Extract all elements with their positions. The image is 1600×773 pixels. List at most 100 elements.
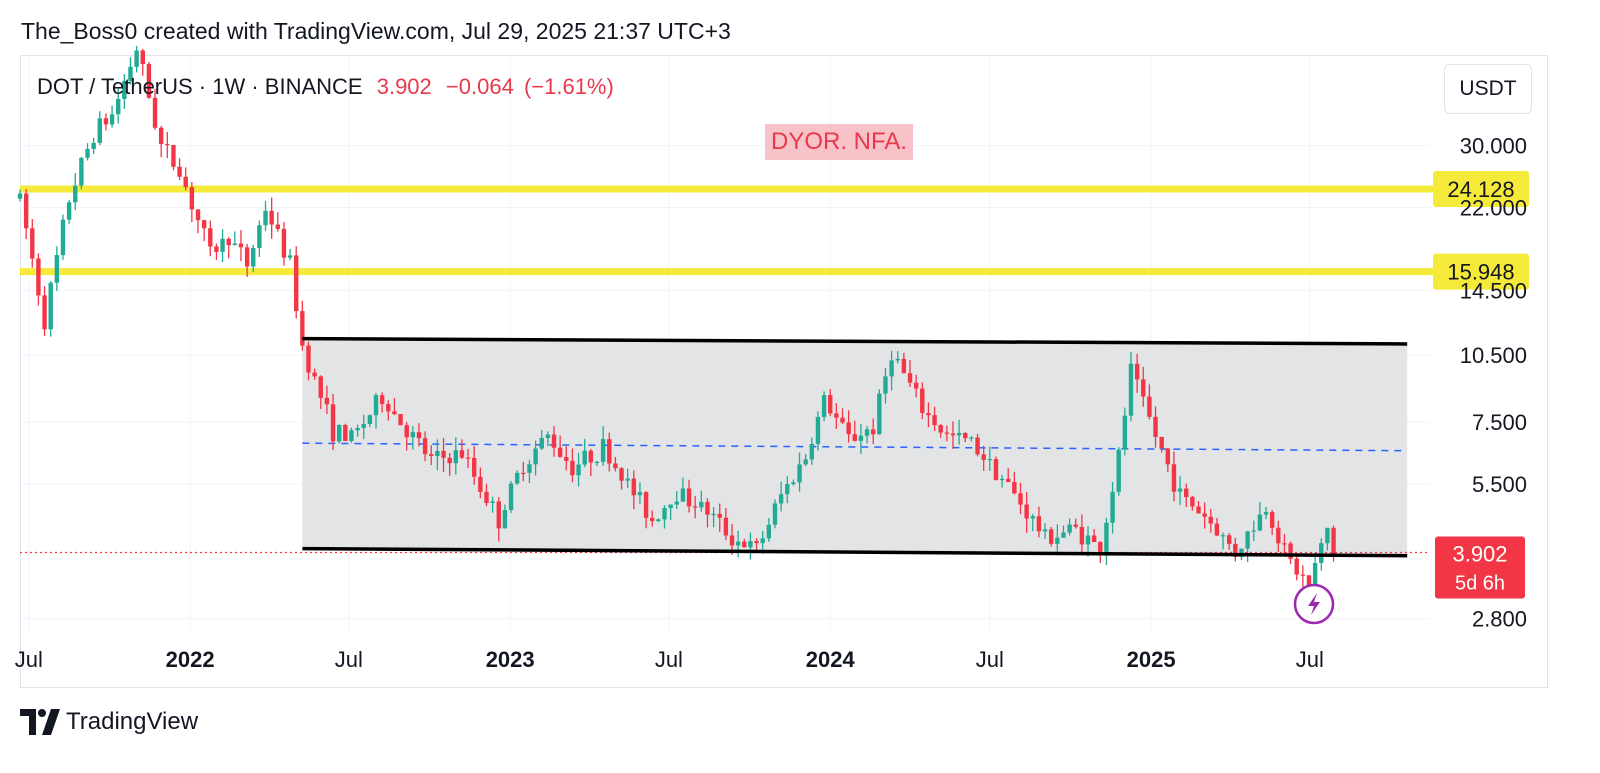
symbol-info: DOT / TetherUS · 1W · BINANCE 3.902 −0.0… <box>37 74 614 100</box>
x-tick-label: Jul <box>1296 647 1324 672</box>
candle-body <box>1196 506 1201 514</box>
y-tick-label: 22.000 <box>1460 195 1527 220</box>
channel-bottom-line <box>302 546 1408 558</box>
candle-body <box>1319 543 1324 563</box>
candle-body <box>631 478 637 496</box>
candle-body <box>1233 543 1238 558</box>
candle-body <box>287 255 293 258</box>
candle-body <box>1239 548 1244 558</box>
candle-body <box>717 513 722 518</box>
candle-body <box>1312 562 1318 586</box>
x-tick-label: 2024 <box>806 647 856 672</box>
candle-body <box>60 219 66 256</box>
candle-body <box>1269 512 1275 528</box>
candle-body <box>533 448 538 465</box>
candle-body <box>97 118 102 143</box>
candle-body <box>1208 516 1213 524</box>
candle-body <box>1122 415 1128 450</box>
candle-body <box>73 185 78 203</box>
candle-body <box>600 439 606 462</box>
footer-brand[interactable]: TradingView <box>20 708 198 736</box>
candle-body <box>901 358 907 374</box>
x-tick-label: Jul <box>655 647 683 672</box>
candle-body <box>306 345 311 373</box>
candle-body <box>343 424 348 442</box>
candle-body <box>557 447 563 457</box>
dyor-annotation: DYOR. NFA. <box>765 124 914 160</box>
level-price-tag-label: 15.948 <box>1447 260 1514 285</box>
candle-body <box>195 209 201 221</box>
candle-body <box>392 411 397 415</box>
candle-body <box>312 372 317 377</box>
candle-body <box>1226 535 1232 544</box>
candle-body <box>883 376 888 394</box>
candle-body <box>729 535 735 546</box>
candle-body <box>330 404 336 442</box>
candle-body <box>1288 543 1293 559</box>
candle-body <box>36 258 41 296</box>
candle-body <box>852 434 857 441</box>
candle-body <box>85 149 90 158</box>
candle-body <box>1294 558 1299 575</box>
candle-body <box>521 472 526 475</box>
candle-body <box>1276 527 1281 544</box>
candle-body <box>1177 488 1183 492</box>
candle-body <box>416 432 422 439</box>
candle-body <box>1165 448 1171 465</box>
candle-body <box>54 255 60 283</box>
candle-body <box>723 517 729 536</box>
candle-body <box>1134 363 1140 380</box>
tradingview-logo-icon <box>20 709 60 735</box>
candle-body <box>963 432 968 439</box>
candle-body <box>643 492 649 518</box>
candle-body <box>1018 493 1023 505</box>
candle-body <box>355 427 360 431</box>
candle-body <box>441 450 446 458</box>
candle-body <box>668 504 673 509</box>
candle-body <box>999 478 1005 481</box>
candle-body <box>30 228 35 259</box>
candle-body <box>140 50 145 65</box>
candle-body <box>834 413 839 418</box>
candle-body <box>1024 504 1029 519</box>
candle-body <box>263 210 268 226</box>
candle-body <box>975 437 980 455</box>
candle-body <box>103 118 109 125</box>
candle-body <box>735 541 741 546</box>
candle-body <box>705 501 710 515</box>
candle-body <box>1202 513 1207 517</box>
candle-body <box>858 435 864 441</box>
candle-body <box>109 114 115 125</box>
candle-body <box>300 311 305 346</box>
symbol-change: −0.064 <box>445 74 514 99</box>
candle-body <box>950 433 956 436</box>
candle-body <box>895 358 900 361</box>
candle-body <box>711 513 716 516</box>
candle-body <box>588 450 594 463</box>
currency-button[interactable]: USDT <box>1444 64 1532 114</box>
candle-body <box>324 397 330 405</box>
candle-body <box>828 395 833 414</box>
candle-body <box>785 484 790 495</box>
y-tick-label: 7.500 <box>1472 410 1527 435</box>
candle-body <box>1098 542 1103 556</box>
candle-body <box>1325 527 1330 544</box>
lightning-bolt-icon <box>1308 593 1320 615</box>
axis-labels: 2.800 5.500 7.500 10.500 14.500 22.000 30.000 J… <box>15 134 1527 672</box>
candle-body <box>1030 516 1035 519</box>
candle-body <box>472 457 477 477</box>
candle-body <box>754 541 759 544</box>
candle-body <box>478 476 483 492</box>
candle-body <box>1055 537 1060 544</box>
x-tick-label: 2025 <box>1127 647 1176 672</box>
candle-body <box>969 437 974 439</box>
candle-body <box>238 243 244 248</box>
candle-body <box>766 524 772 539</box>
candle-body <box>502 510 508 529</box>
candle-body <box>993 459 999 481</box>
candle-body <box>453 450 459 464</box>
candle-body <box>1147 396 1152 417</box>
candle-body <box>189 187 195 210</box>
candle-body <box>1091 535 1097 543</box>
